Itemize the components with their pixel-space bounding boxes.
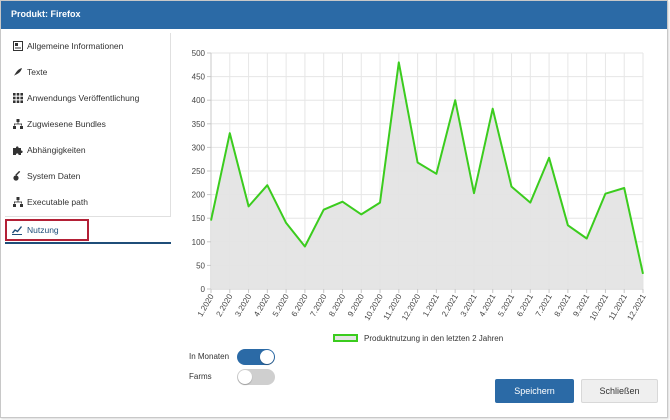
legend-label: Produktnutzung in den letzten 2 Jahren — [364, 334, 504, 343]
y-tick-label: 50 — [196, 261, 205, 270]
x-tick-label: 12.2021 — [625, 292, 648, 322]
x-tick-label: 2.2020 — [214, 292, 234, 318]
sidebar-item-system-data[interactable]: System Daten — [5, 163, 167, 189]
toggle-farms[interactable] — [237, 369, 275, 385]
dialog-titlebar: Produkt: Firefox — [1, 1, 667, 29]
x-tick-label: 4.2020 — [252, 292, 272, 318]
x-tick-label: 9.2020 — [346, 292, 366, 318]
puzzle-icon — [13, 146, 23, 155]
sidebar-item-executable-path[interactable]: Executable path — [5, 189, 167, 215]
x-tick-label: 12.2020 — [400, 292, 423, 322]
x-tick-label: 7.2021 — [534, 292, 554, 318]
hierarchy-icon — [13, 197, 23, 207]
toggle-knob — [238, 370, 252, 384]
sidebar-item-label: Executable path — [27, 197, 88, 207]
toggle-knob — [260, 350, 274, 364]
x-tick-label: 2.2021 — [440, 292, 460, 318]
sidebar-item-label: System Daten — [27, 171, 81, 181]
x-tick-label: 3.2020 — [233, 292, 253, 318]
sidebar-item-assigned-bundles[interactable]: Zugwiesene Bundles — [5, 111, 167, 137]
sidebar-item-label: Allgemeine Informationen — [27, 41, 124, 51]
y-tick-label: 200 — [192, 191, 206, 200]
usage-chart: 0 50 100 150 200 250 300 350 400 450 500 1.2020 2.20… — [173, 37, 653, 327]
y-tick-label: 350 — [192, 120, 206, 129]
y-tick-label: 300 — [192, 143, 206, 152]
x-tick-label: 8.2020 — [327, 292, 347, 318]
sidebar-item-texts[interactable]: Texte — [5, 59, 167, 85]
sidebar: Allgemeine Informationen Texte Anwendung… — [5, 33, 171, 245]
x-tick-label: 7.2020 — [308, 292, 328, 318]
sidebar-item-dependencies[interactable]: Abhängigkeiten — [5, 137, 167, 163]
active-tab-indicator — [5, 242, 171, 244]
key-icon — [13, 171, 21, 181]
x-tick-label: 6.2021 — [515, 292, 535, 318]
x-tick-label: 1.2021 — [421, 292, 441, 318]
x-tick-label: 5.2021 — [496, 292, 516, 318]
sidebar-item-label: Texte — [27, 67, 48, 77]
x-tick-label: 1.2020 — [196, 292, 216, 318]
x-tick-label: 6.2020 — [290, 292, 310, 318]
series-area — [211, 62, 643, 290]
chart-icon — [12, 226, 22, 235]
sidebar-item-label: Nutzung — [27, 225, 59, 235]
y-tick-label: 250 — [192, 167, 206, 176]
dialog-title: Produkt: Firefox — [11, 9, 81, 19]
x-tick-label: 5.2020 — [271, 292, 291, 318]
x-tick-label: 4.2021 — [477, 292, 497, 318]
grid-icon — [13, 93, 23, 103]
sidebar-item-app-publishing[interactable]: Anwendungs Veröffentlichung — [5, 85, 167, 111]
hierarchy-icon — [13, 119, 23, 129]
sidebar-item-label: Zugwiesene Bundles — [27, 119, 106, 129]
feather-icon — [14, 68, 22, 76]
x-tick-label: 8.2021 — [553, 292, 573, 318]
series-line — [210, 61, 644, 275]
x-tick-label: 9.2021 — [571, 292, 591, 318]
save-button[interactable]: Speichern — [495, 379, 574, 403]
toggle-in-months[interactable] — [237, 349, 275, 365]
close-button[interactable]: Schließen — [581, 379, 658, 403]
x-tick-label: 3.2021 — [459, 292, 479, 318]
toggle-farms-label: Farms — [189, 372, 212, 381]
y-tick-label: 100 — [192, 238, 206, 247]
legend-swatch — [333, 334, 358, 342]
y-tick-label: 400 — [192, 96, 206, 105]
usage-chart-svg: 0501001502002503003504004505001.20202.20… — [192, 49, 648, 322]
sidebar-item-label: Anwendungs Veröffentlichung — [27, 93, 140, 103]
y-tick-label: 0 — [201, 285, 206, 294]
sidebar-item-label: Abhängigkeiten — [27, 145, 86, 155]
y-tick-label: 450 — [192, 73, 206, 82]
y-tick-label: 150 — [192, 214, 206, 223]
y-tick-label: 500 — [192, 49, 206, 58]
sidebar-panel: Allgemeine Informationen Texte Anwendung… — [5, 33, 171, 217]
sidebar-item-usage[interactable]: Nutzung — [5, 219, 89, 241]
toggle-in-months-label: In Monaten — [189, 352, 230, 361]
info-card-icon — [13, 41, 23, 51]
sidebar-item-general-info[interactable]: Allgemeine Informationen — [5, 33, 167, 59]
